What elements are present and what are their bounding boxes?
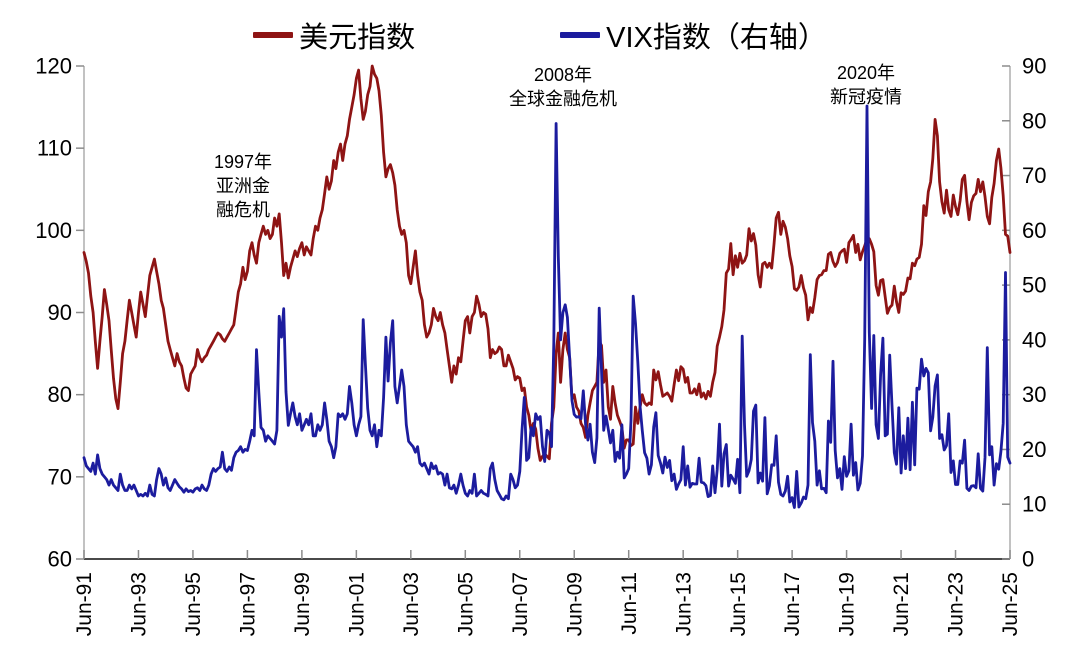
x-axis-tick-label: Jun-13 bbox=[672, 572, 695, 636]
right-axis-tick-label: 80 bbox=[1022, 108, 1046, 133]
x-axis-tick-label: Jun-19 bbox=[836, 572, 859, 636]
x-axis-tick-label: Jun-21 bbox=[890, 572, 913, 636]
vix-index-line bbox=[82, 104, 1012, 509]
left-axis-tick-label: 120 bbox=[35, 53, 72, 78]
right-axis-tick-label: 30 bbox=[1022, 382, 1046, 407]
x-axis-tick-label: Jun-09 bbox=[563, 572, 586, 636]
left-axis-tick-label: 90 bbox=[48, 300, 72, 325]
chart-legend: 美元指数 VIX指数（右轴） bbox=[0, 14, 1080, 56]
x-axis-tick-label: Jun-25 bbox=[999, 572, 1022, 636]
usd-index-line bbox=[82, 64, 1012, 462]
right-axis-tick-label: 70 bbox=[1022, 163, 1046, 188]
right-axis-tick-label: 60 bbox=[1022, 218, 1046, 243]
right-axis-tick-label: 40 bbox=[1022, 327, 1046, 352]
annotation-2008-global-financial-crisis: 2008年 全球金融危机 bbox=[509, 63, 617, 111]
annotation-line: 融危机 bbox=[215, 200, 270, 220]
annotation-line: 2020年 bbox=[836, 63, 896, 83]
usd-index-legend-label: 美元指数 bbox=[299, 22, 416, 54]
annotation-line: 1997年 bbox=[213, 152, 273, 172]
x-axis-tick-label: Jun-95 bbox=[182, 572, 205, 636]
x-axis-tick-label: Jun-23 bbox=[945, 572, 968, 636]
usd-index-line-swatch bbox=[253, 32, 294, 38]
annotation-line: 全球金融危机 bbox=[509, 89, 617, 109]
right-axis-tick-label: 90 bbox=[1022, 53, 1046, 78]
left-axis-tick-label: 110 bbox=[37, 136, 72, 161]
x-axis-tick-label: Jun-01 bbox=[345, 572, 368, 636]
right-axis-tick-label: 20 bbox=[1022, 437, 1046, 462]
left-axis-tick-label: 60 bbox=[48, 546, 72, 571]
right-axis-tick-label: 10 bbox=[1022, 492, 1046, 517]
x-axis-tick-label: Jun-17 bbox=[781, 572, 804, 636]
vix-index-line-swatch bbox=[560, 32, 601, 38]
x-axis-tick-label: Jun-91 bbox=[73, 572, 96, 636]
x-axis-tick-label: Jun-93 bbox=[128, 572, 151, 636]
x-axis-tick-label: Jun-07 bbox=[509, 572, 532, 636]
annotation-1997-asian-financial-crisis: 1997年 亚洲金 融危机 bbox=[214, 150, 272, 222]
x-axis-tick-label: Jun-05 bbox=[454, 572, 477, 636]
x-axis-tick-label: Jun-97 bbox=[237, 572, 260, 636]
x-axis-tick-label: Jun-11 bbox=[618, 572, 641, 635]
left-axis-tick-label: 80 bbox=[48, 382, 72, 407]
left-axis-tick-label: 70 bbox=[48, 464, 72, 489]
right-axis-tick-label: 0 bbox=[1022, 546, 1034, 571]
annotation-line: 新冠疫情 bbox=[830, 87, 902, 107]
annotation-2020-covid-pandemic: 2020年 新冠疫情 bbox=[830, 61, 902, 109]
x-axis-tick-label: Jun-03 bbox=[400, 572, 423, 636]
legend-item-vix-index: VIX指数（右轴） bbox=[560, 14, 827, 56]
annotation-line: 亚洲金 bbox=[215, 176, 270, 196]
vix-index-legend-label: VIX指数（右轴） bbox=[606, 22, 827, 54]
x-axis-tick-label: Jun-15 bbox=[727, 572, 750, 636]
legend-item-usd-index: 美元指数 bbox=[253, 14, 415, 56]
annotation-line: 2008年 bbox=[533, 65, 593, 85]
left-axis-tick-label: 100 bbox=[35, 218, 72, 243]
right-axis-tick-label: 50 bbox=[1022, 273, 1046, 298]
x-axis-tick-label: Jun-99 bbox=[291, 572, 314, 636]
